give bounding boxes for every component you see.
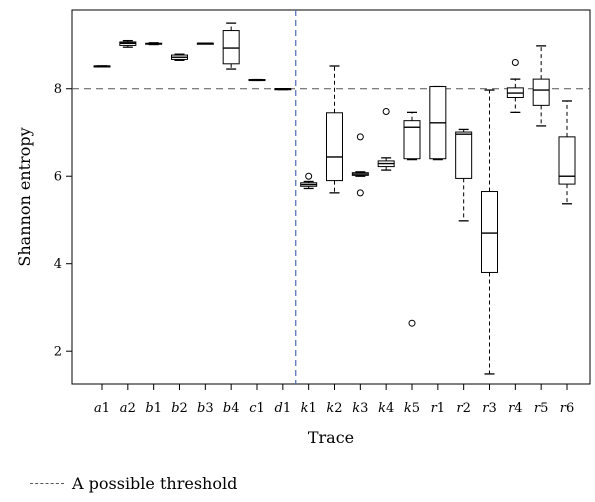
outlier-point (408, 319, 416, 327)
y-axis: 2 4 6 8 (54, 82, 72, 360)
outlier-point (511, 58, 519, 66)
x-tick-label: b4 (223, 401, 240, 416)
x-tick-label: b2 (171, 401, 188, 416)
x-tick-label: a1 (94, 401, 110, 416)
y-tick-label: 8 (54, 82, 62, 97)
box-series (93, 22, 576, 375)
x-tick-label: b1 (145, 401, 162, 416)
box-iqr (455, 131, 473, 179)
x-tick-label: k1 (301, 401, 317, 416)
y-tick-label: 6 (54, 170, 62, 185)
box-iqr (481, 191, 498, 273)
outlier-point (356, 133, 364, 141)
outlier-point (382, 107, 390, 115)
boxplot-chart: 2 4 6 8 a1 a2 b1 b2 b3 b4 c1 d1 k1 k2 k3 k4 k5 r1 r2 r3 r4 r… (15, 9, 591, 447)
y-tick-label: 2 (54, 345, 62, 360)
box-r6 (558, 100, 576, 205)
box-k5 (403, 111, 421, 327)
x-axis-title: Trace (308, 428, 354, 447)
box-d1 (274, 88, 292, 91)
x-tick-label: r4 (508, 401, 523, 416)
box-b4 (222, 22, 240, 70)
box-b3 (196, 42, 214, 45)
box-r4 (506, 58, 524, 114)
x-tick-label: k4 (378, 401, 394, 416)
legend: A possible threshold (30, 474, 237, 493)
x-axis: a1 a2 b1 b2 b3 b4 c1 d1 k1 k2 k3 k4 k5 r1 r2 r3 r4 r5 r6 (94, 384, 574, 416)
plot-frame (71, 9, 591, 385)
box-a1 (93, 65, 111, 68)
box-iqr (532, 78, 550, 106)
legend-threshold-swatch (30, 483, 64, 484)
box-b1 (145, 42, 163, 46)
x-tick-label: r2 (456, 401, 471, 416)
box-k1 (300, 172, 318, 190)
y-tick-label: 4 (54, 257, 62, 272)
box-k2 (326, 65, 343, 194)
x-tick-label: a2 (120, 401, 136, 416)
x-tick-label: r1 (431, 401, 446, 416)
box-iqr (222, 30, 240, 65)
box-r5 (532, 45, 550, 127)
box-iqr (558, 136, 576, 185)
box-c1 (248, 78, 266, 82)
box-r3 (481, 89, 498, 375)
box-iqr (326, 112, 343, 182)
box-r2 (455, 128, 473, 222)
x-tick-label: b3 (197, 401, 214, 416)
box-k4 (377, 107, 395, 171)
y-axis-title: Shannon entropy (15, 127, 34, 266)
box-iqr (403, 120, 421, 160)
outlier-point (305, 172, 313, 180)
legend-threshold-label: A possible threshold (72, 474, 238, 493)
x-tick-label: d1 (275, 401, 292, 416)
x-tick-label: k5 (404, 401, 420, 416)
x-tick-label: c1 (249, 401, 265, 416)
box-b2 (171, 53, 188, 61)
x-tick-label: r6 (560, 401, 575, 416)
x-tick-label: r3 (482, 401, 497, 416)
box-r1 (429, 85, 447, 161)
x-tick-label: k3 (352, 401, 368, 416)
x-tick-label: r5 (534, 401, 549, 416)
outlier-point (356, 189, 364, 197)
x-tick-label: k2 (326, 401, 342, 416)
box-k3 (351, 133, 369, 197)
box-a2 (119, 39, 137, 48)
